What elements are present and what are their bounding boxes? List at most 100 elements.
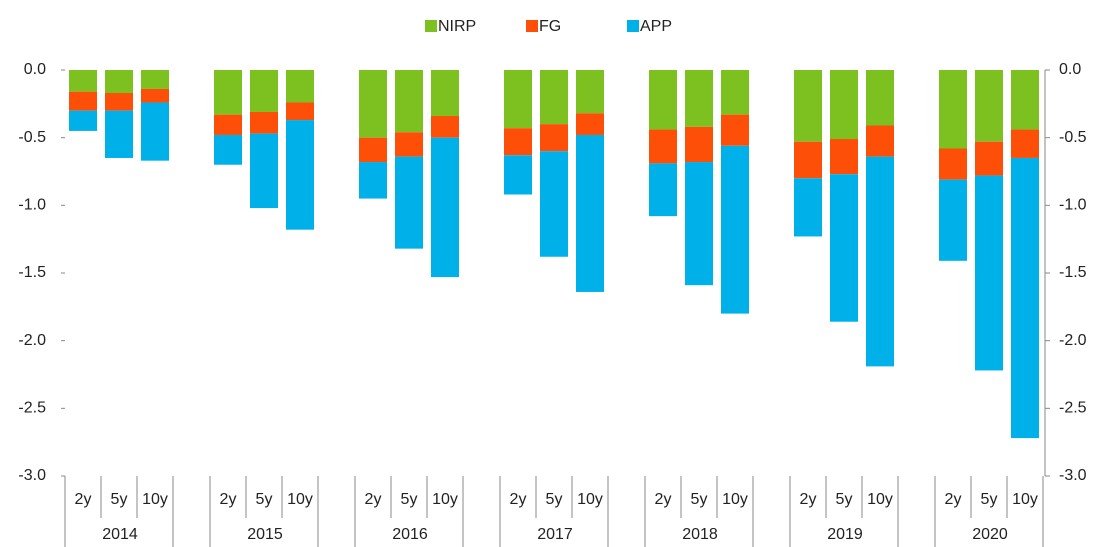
bar-segment [721,145,749,314]
bar-segment [576,113,604,135]
bar-segment [1011,129,1039,158]
bar-segment [431,70,459,117]
bar-segment [69,91,97,111]
x-group-label: 2018 [682,526,718,543]
legend-swatch [627,20,639,32]
x-group-label: 2015 [247,526,283,543]
y2-tick-label: -1.5 [1059,264,1087,281]
bar-segment [576,134,604,292]
x-tick-label: 2y [945,491,962,508]
legend-label: NIRP [438,18,476,35]
x-tick-label: 10y [142,491,168,508]
bar-segment [939,70,967,149]
x-tick-label: 2y [510,491,527,508]
x-tick-label: 2y [655,491,672,508]
legend-swatch [526,20,538,32]
bar-segment [141,88,169,103]
bar-segment [939,148,967,180]
bar-segment [830,139,858,175]
y2-tick-label: -1.0 [1059,197,1087,214]
bar-segment [649,129,677,164]
bar-segment [286,102,314,121]
y2-tick-label: -3.0 [1059,467,1087,484]
bar-segment [830,70,858,140]
bar-segment [649,70,677,130]
x-tick-label: 2y [220,491,237,508]
bar-segment [540,151,568,257]
bar-segment [685,162,713,286]
legend-label: FG [539,18,561,35]
bar-segment [504,155,532,195]
y2-tick-label: 0.0 [1059,61,1081,78]
bar-segment [866,125,894,157]
x-group-label: 2020 [972,526,1008,543]
bar-segment [866,70,894,126]
x-group-label: 2016 [392,526,428,543]
bar-segment [685,70,713,127]
bar-segment [721,70,749,115]
y-tick-label: -3.0 [18,467,46,484]
bar-segment [540,70,568,125]
x-tick-label: 10y [867,491,893,508]
bar-segment [395,156,423,249]
y2-tick-label: -2.5 [1059,400,1087,417]
x-tick-label: 2y [75,491,92,508]
legend-swatch [425,20,437,32]
x-group-label: 2014 [102,526,138,543]
bar-segment [830,174,858,322]
x-tick-label: 2y [365,491,382,508]
legend-label: APP [640,18,672,35]
bar-segment [105,70,133,94]
y-tick-label: -1.5 [18,264,46,281]
x-tick-label: 5y [546,491,563,508]
bar-segment [866,156,894,367]
x-tick-label: 5y [836,491,853,508]
bar-segment [69,70,97,92]
bar-segment [105,110,133,158]
y2-tick-label: -0.5 [1059,129,1087,146]
x-tick-label: 5y [981,491,998,508]
x-tick-label: 10y [1012,491,1038,508]
bar-segment [286,120,314,230]
bar-segment [975,175,1003,371]
bar-segment [685,126,713,163]
x-tick-label: 5y [401,491,418,508]
bar-segment [794,178,822,237]
x-tick-label: 2y [800,491,817,508]
bar-segment [649,163,677,217]
bar-segment [250,111,278,134]
bar-segment [939,179,967,261]
bar-segment [794,70,822,142]
bar-segment [286,70,314,103]
bar-segment [214,114,242,135]
bar-segment [576,70,604,114]
bar-segment [359,137,387,163]
x-group-label: 2019 [827,526,863,543]
x-tick-label: 10y [577,491,603,508]
bar-segment [1011,157,1039,439]
bar-segment [504,128,532,156]
bar-segment [250,70,278,112]
bar-segment [250,133,278,209]
bar-segment [721,114,749,146]
bar-segment [1011,70,1039,130]
bar-segment [975,141,1003,176]
bar-segment [395,70,423,133]
y-tick-label: -0.5 [18,129,46,146]
bar-segment [431,116,459,138]
bar-segment [141,70,169,89]
bar-segment [214,134,242,165]
bar-segment [395,132,423,157]
y2-tick-label: -2.0 [1059,332,1087,349]
bar-segment [975,70,1003,142]
x-group-label: 2017 [537,526,573,543]
y-tick-label: -2.5 [18,400,46,417]
x-tick-label: 5y [256,491,273,508]
bar-segment [431,137,459,278]
bar-segment [105,93,133,111]
bar-segment [359,162,387,199]
y-tick-label: -2.0 [18,332,46,349]
y-tick-label: -1.0 [18,197,46,214]
bar-segment [214,70,242,115]
